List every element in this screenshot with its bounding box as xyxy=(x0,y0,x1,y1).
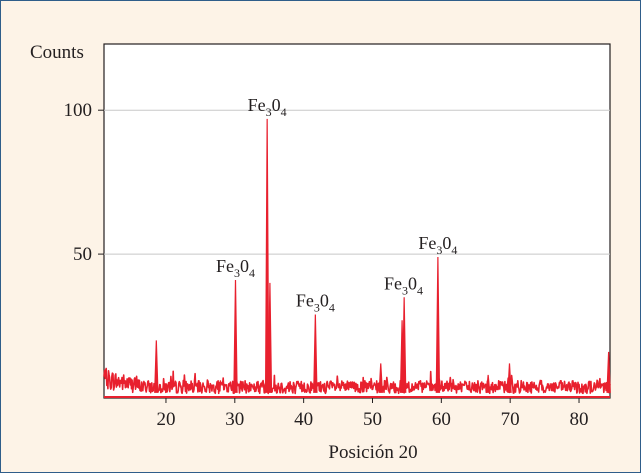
peak-label: Fe304 xyxy=(248,95,287,119)
data-peak xyxy=(401,297,407,393)
grid-lines xyxy=(104,109,610,255)
peak-label: Fe304 xyxy=(216,256,255,280)
peak-label: Fe304 xyxy=(296,291,335,315)
x-tick-label: 80 xyxy=(570,409,589,430)
diffraction-trace xyxy=(103,118,611,398)
y-axis-label: Counts xyxy=(30,42,84,63)
y-axis-ticks: 50 100 xyxy=(64,100,104,265)
x-axis-label: Posición 20 xyxy=(328,442,417,463)
data-peak xyxy=(507,363,512,393)
data-peak xyxy=(485,374,491,393)
y-tick-label: 100 xyxy=(64,100,93,121)
data-peak xyxy=(313,314,318,393)
peak-label: Fe304 xyxy=(384,273,423,297)
x-tick-label: 20 xyxy=(156,409,175,430)
x-tick-label: 60 xyxy=(432,409,451,430)
peak-annotations: Fe304 Fe304 Fe304 Fe304 Fe304 xyxy=(216,95,457,315)
y-tick-label: 50 xyxy=(73,244,92,265)
peak-label: Fe304 xyxy=(418,233,457,257)
x-tick-label: 40 xyxy=(294,409,313,430)
data-peak xyxy=(264,118,270,393)
x-tick-label: 30 xyxy=(225,409,244,430)
data-peak xyxy=(233,279,238,393)
plot-area xyxy=(103,43,611,399)
data-peak xyxy=(606,351,611,393)
x-tick-label: 50 xyxy=(363,409,382,430)
x-axis-ticks: 20 30 40 50 60 70 80 xyxy=(156,398,589,430)
data-peak xyxy=(378,363,383,393)
data-peak xyxy=(267,282,273,393)
series-baseline xyxy=(103,367,611,395)
data-peak xyxy=(435,256,441,393)
x-tick-label: 70 xyxy=(501,409,520,430)
data-peak xyxy=(154,340,159,393)
